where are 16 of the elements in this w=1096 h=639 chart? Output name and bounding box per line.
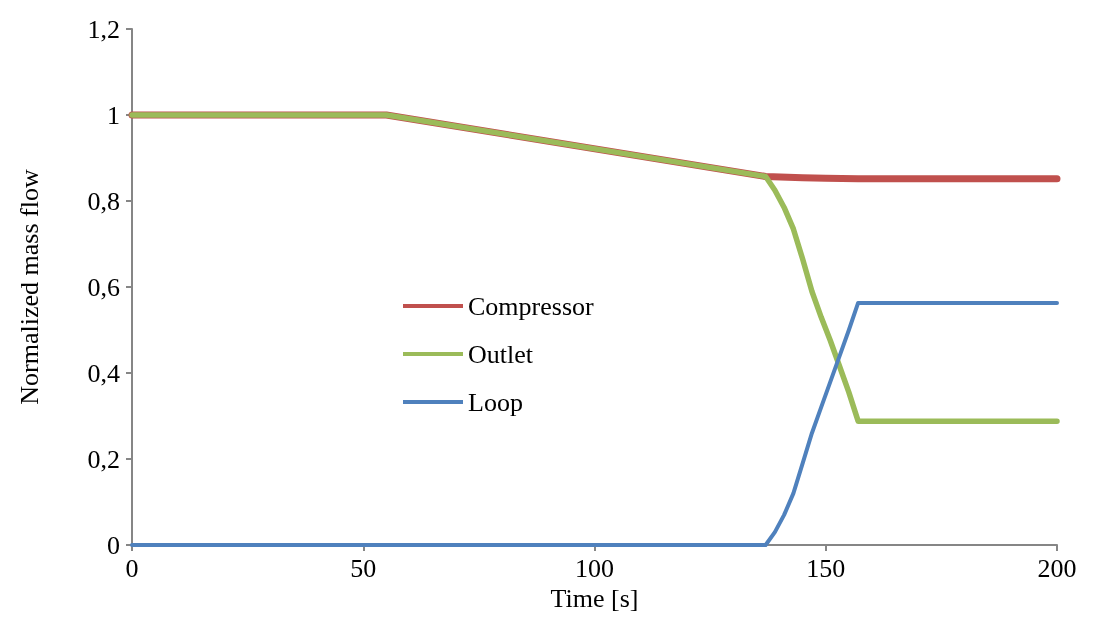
x-tick-label: 100 <box>575 553 614 583</box>
legend-label: Outlet <box>468 339 534 369</box>
legend-label: Compressor <box>468 291 594 321</box>
y-axis-title: Normalized mass flow <box>14 169 44 405</box>
x-tick-label: 50 <box>350 553 377 583</box>
y-tick-label: 0,8 <box>87 186 120 216</box>
legend-label: Loop <box>468 387 523 417</box>
y-tick-label: 0,2 <box>87 444 120 474</box>
y-tick-label: 1,2 <box>87 14 120 44</box>
x-tick-label: 150 <box>806 553 846 583</box>
x-tick-label: 200 <box>1037 553 1077 583</box>
x-axis-title: Time [s] <box>550 584 639 614</box>
y-tick-label: 0,6 <box>87 272 120 302</box>
y-tick-label: 1 <box>107 100 120 130</box>
y-tick-label: 0 <box>107 530 120 560</box>
y-tick-label: 0,4 <box>87 358 120 388</box>
